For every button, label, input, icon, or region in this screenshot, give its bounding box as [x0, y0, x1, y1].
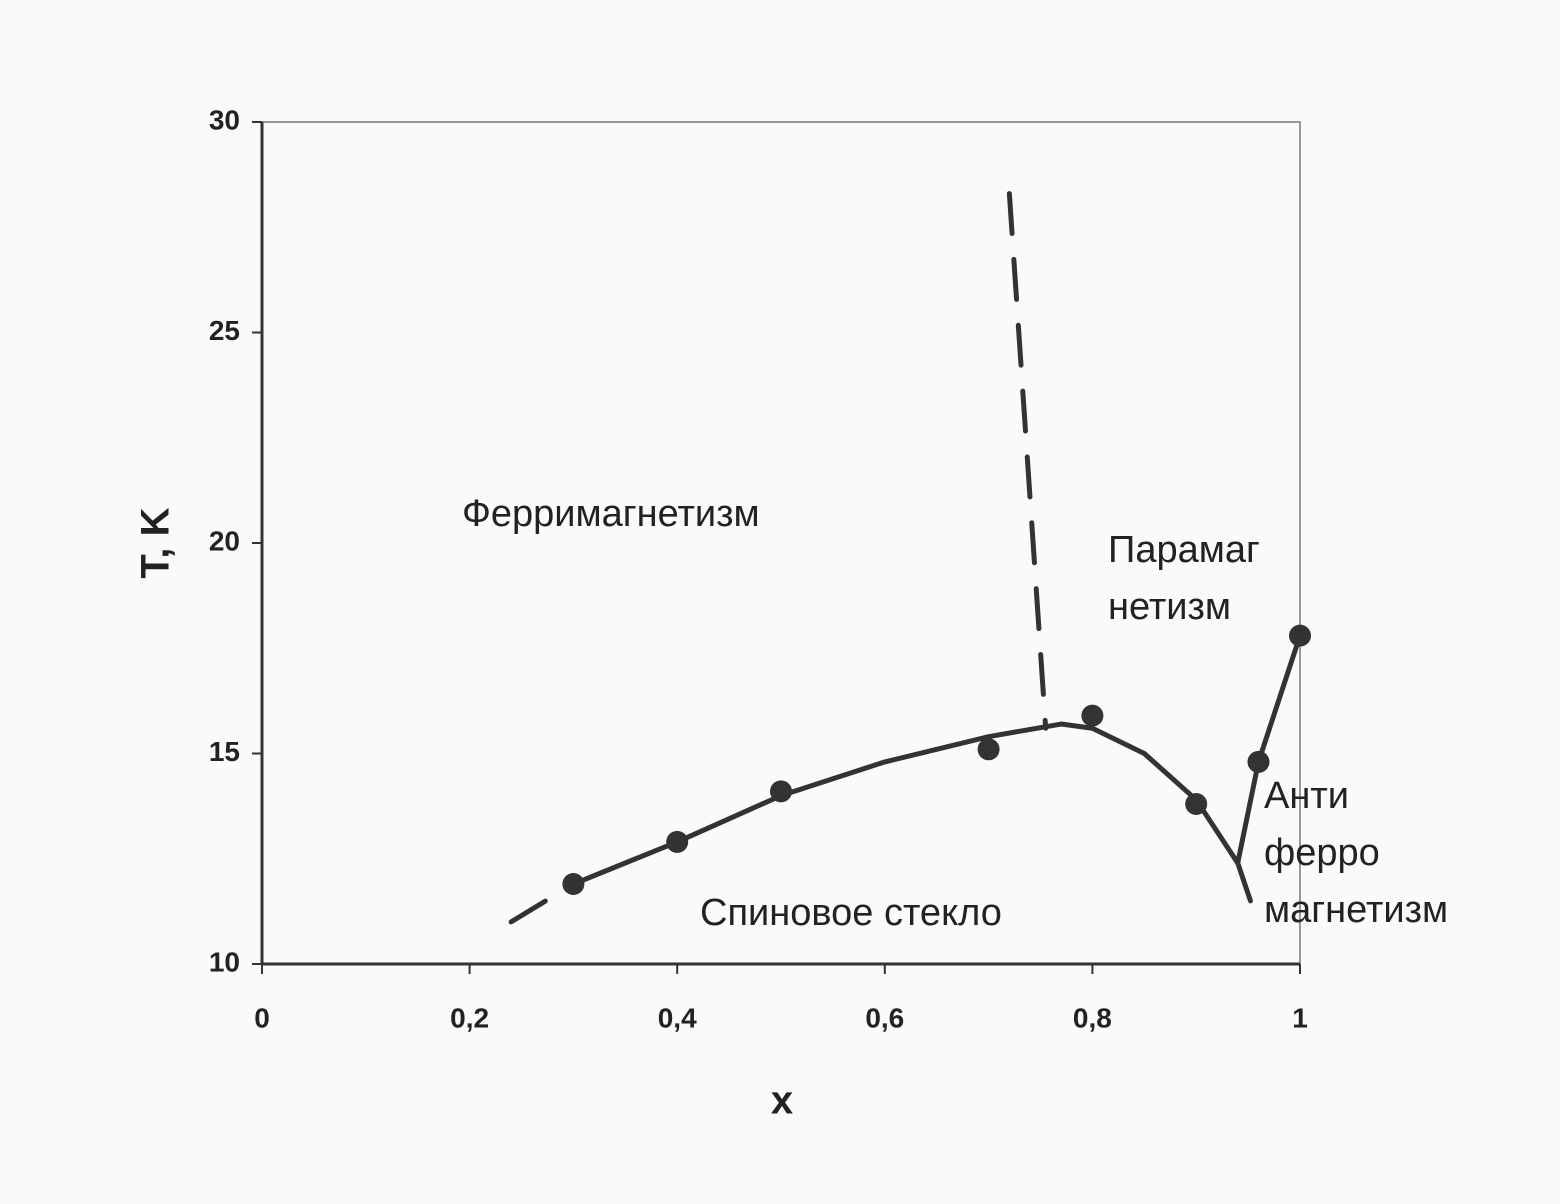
region-label: Анти — [1264, 775, 1349, 817]
x-tick-label: 0,6 — [865, 1002, 904, 1033]
region-label: Спиновое стекло — [700, 892, 1002, 934]
x-tick-label: 0 — [254, 1002, 270, 1033]
region-label: магнетизм — [1264, 889, 1448, 931]
region-label: Ферримагнетизм — [462, 493, 760, 535]
y-tick-label: 25 — [209, 315, 240, 346]
y-tick-label: 20 — [209, 525, 240, 556]
dashed-boundary — [1006, 191, 1049, 731]
y-axis-label: T, K — [134, 507, 178, 578]
y-tick-label: 10 — [209, 946, 240, 977]
dashed-boundary — [508, 881, 576, 925]
data-point — [977, 738, 1000, 761]
y-tick-label: 15 — [209, 736, 240, 767]
region-label: ферро — [1264, 832, 1380, 874]
region-label: нетизм — [1108, 586, 1231, 628]
boundary-line — [1235, 633, 1303, 866]
x-tick-label: 0,8 — [1073, 1002, 1112, 1033]
x-tick-label: 1 — [1292, 1002, 1308, 1033]
x-axis-label: x — [771, 1079, 793, 1123]
y-tick-label: 30 — [209, 104, 240, 135]
data-point — [1081, 704, 1104, 727]
region-label: Парамаг — [1108, 529, 1260, 571]
dashed-boundary — [1235, 860, 1256, 912]
x-tick-label: 0,4 — [658, 1002, 697, 1033]
x-tick-label: 0,2 — [450, 1002, 489, 1033]
boundary-line — [570, 721, 1241, 887]
